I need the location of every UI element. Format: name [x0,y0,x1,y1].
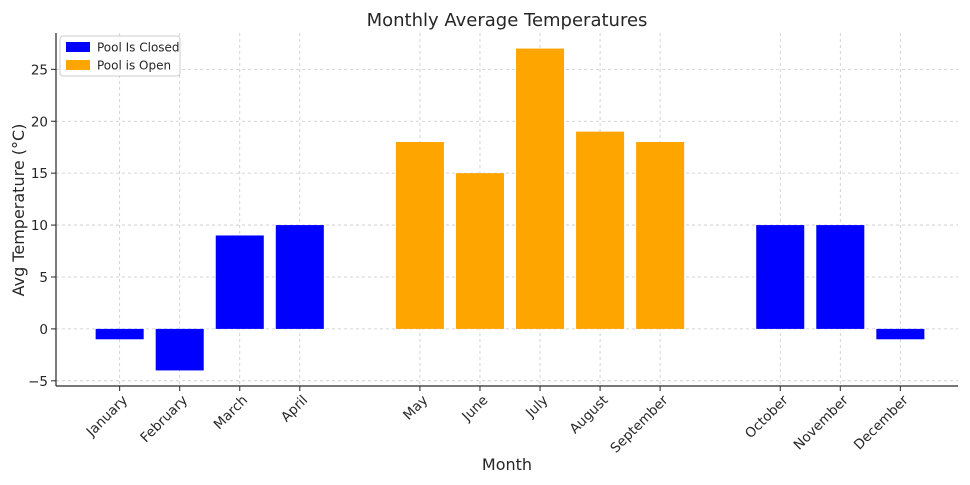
x-tick-label: November [791,392,852,453]
x-tick-label: September [607,392,671,456]
x-tick-label: January [83,392,131,440]
y-tick-label: 20 [31,114,48,130]
bar-february [155,328,204,371]
y-tick-label: −5 [28,374,48,390]
bar-september [636,142,685,329]
x-tick-label: March [211,392,251,432]
x-tick-label: May [400,392,431,423]
y-tick-label: 0 [39,322,48,338]
bar-january [95,328,144,340]
bar-july [516,48,565,329]
legend-swatch-closed [66,42,90,52]
bar-august [576,131,625,329]
legend-swatch-open [66,60,90,70]
y-tick-label: 15 [31,166,48,182]
y-axis-label: Avg Temperature (°C) [9,124,28,297]
x-tick-label: June [458,392,491,425]
legend-label-closed: Pool Is Closed [97,41,180,55]
chart-title: Monthly Average Temperatures [367,10,648,31]
x-tick-label: October [742,392,792,442]
x-tick-label: August [567,392,612,437]
x-tick-label: April [278,392,311,425]
x-tick-label: July [522,392,551,421]
bar-december [876,328,925,340]
bar-october [756,225,805,329]
x-tick-label: December [851,392,912,453]
y-tick-label: 25 [31,62,48,78]
bar-may [395,142,444,329]
bar-november [816,225,865,329]
bar-april [275,225,324,329]
bar-june [455,173,504,329]
x-axis-label: Month [482,455,532,474]
y-tick-label: 5 [39,270,48,286]
bar-march [215,235,264,329]
bar-layer [95,48,925,371]
x-tick-label: February [137,392,191,446]
legend: Pool Is Closed Pool is Open [59,35,181,77]
legend-label-open: Pool is Open [97,59,171,73]
y-tick-label: 10 [31,218,48,234]
